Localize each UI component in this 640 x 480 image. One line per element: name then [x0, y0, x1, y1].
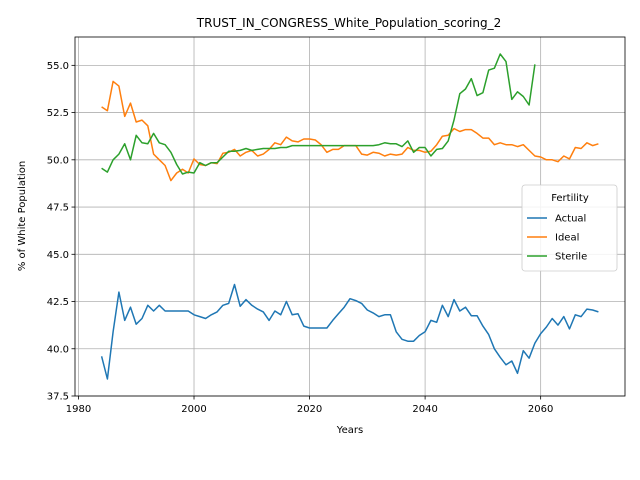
y-tick-label: 52.5 — [47, 108, 69, 119]
y-axis: 37.5 40.0 42.5 45.0 47.5 50.0 52.5 55.0 — [47, 61, 75, 403]
legend-entry-actual: Actual — [527, 214, 586, 225]
legend: Fertility Actual Ideal Sterile — [521, 184, 618, 272]
legend-title: Fertility — [551, 193, 589, 204]
legend-entry-sterile: Sterile — [527, 252, 587, 263]
x-axis-label: Years — [336, 425, 363, 436]
x-tick-label: 2000 — [181, 404, 206, 415]
x-tick-label: 1980 — [66, 404, 91, 415]
legend-label: Sterile — [555, 252, 587, 263]
x-tick-label: 2040 — [412, 404, 437, 415]
y-tick-label: 45.0 — [47, 250, 69, 261]
legend-entry-ideal: Ideal — [527, 233, 579, 244]
x-axis: 1980 2000 2020 2040 2060 — [66, 396, 553, 415]
y-tick-label: 55.0 — [47, 61, 69, 72]
legend-label: Actual — [555, 214, 586, 225]
series-line-actual — [100, 283, 599, 380]
series-lines — [100, 53, 599, 380]
legend-label: Ideal — [555, 233, 579, 244]
legend-box — [521, 184, 618, 272]
x-tick-label: 2020 — [297, 404, 322, 415]
axes-frame — [74, 36, 626, 397]
y-axis-label: % of White Population — [17, 161, 28, 271]
legend-entries: Actual Ideal Sterile — [527, 214, 587, 263]
series-line-sterile — [101, 53, 536, 175]
x-tick-label: 2060 — [528, 404, 553, 415]
y-tick-label: 47.5 — [47, 203, 69, 214]
plot-area: 1980 2000 2020 2040 2060 37.5 40.0 42.5 45.0 47.… — [47, 36, 626, 415]
chart-title: TRUST_IN_CONGRESS_White_Population_scori… — [196, 16, 501, 30]
y-tick-label: 42.5 — [47, 297, 69, 308]
y-tick-label: 40.0 — [47, 344, 69, 355]
y-tick-label: 50.0 — [47, 155, 69, 166]
y-tick-label: 37.5 — [47, 392, 69, 403]
